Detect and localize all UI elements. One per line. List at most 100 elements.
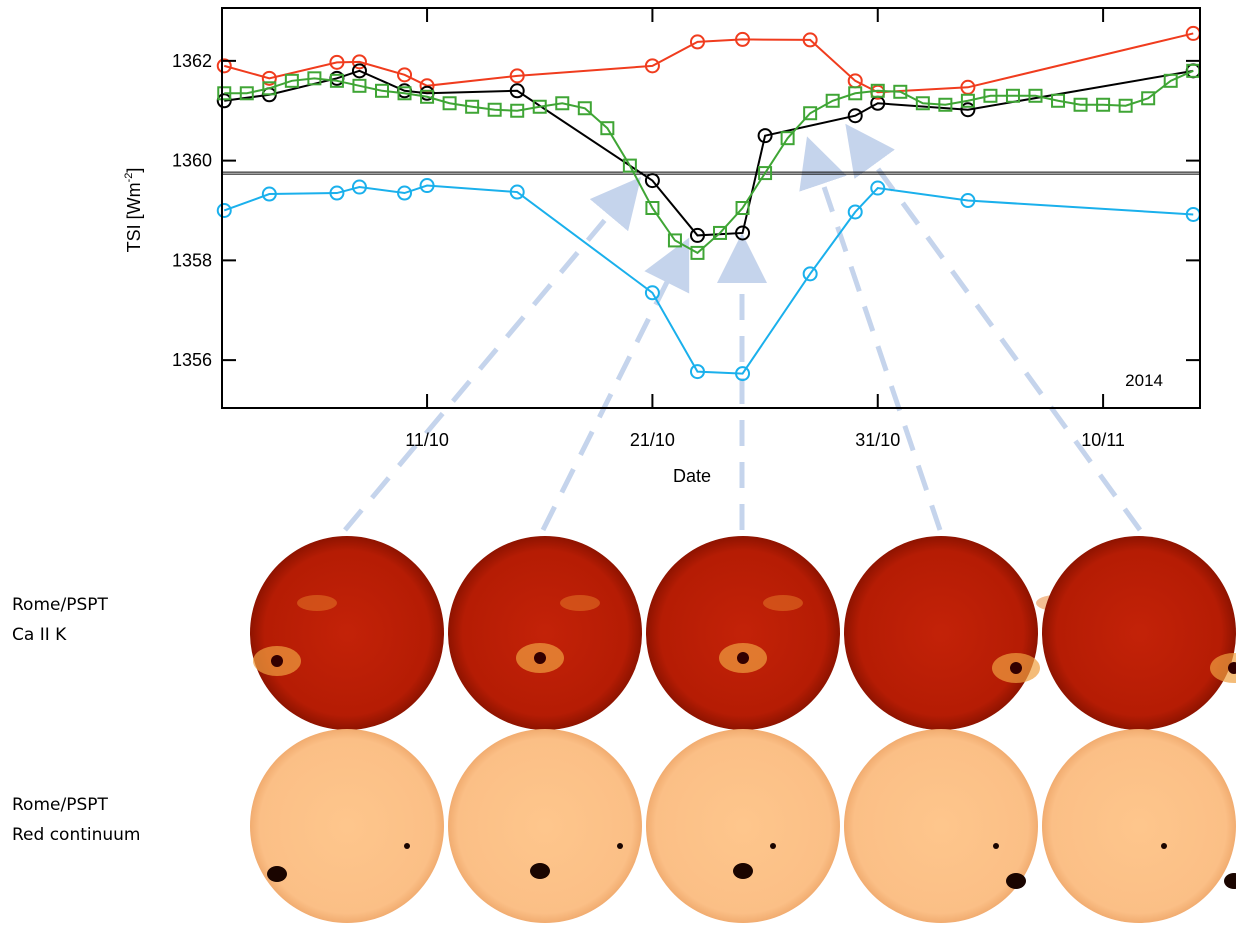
point <box>644 173 660 189</box>
point <box>690 245 705 260</box>
y-tick-label: 1360 <box>172 151 212 171</box>
point <box>960 93 975 108</box>
point <box>216 202 232 218</box>
ca-ii-k-disk <box>250 536 444 730</box>
point <box>757 128 773 144</box>
point <box>983 88 998 103</box>
point <box>419 178 435 194</box>
point <box>351 179 367 195</box>
plage <box>297 595 337 611</box>
plage-core <box>737 652 749 664</box>
y-axis-label: TSI [Wm-2] <box>123 168 144 253</box>
x-axis-label: Date <box>673 466 711 486</box>
point <box>1073 97 1088 112</box>
point <box>803 106 818 121</box>
point <box>735 31 751 47</box>
point <box>217 86 232 101</box>
point <box>758 166 773 181</box>
point <box>780 131 795 146</box>
point <box>622 158 637 173</box>
point <box>216 58 232 74</box>
x-tick-label: 21/10 <box>630 430 675 450</box>
point <box>261 186 277 202</box>
point <box>352 78 367 93</box>
point <box>600 121 615 136</box>
point <box>329 73 344 88</box>
point <box>847 204 863 220</box>
row-label: Red continuum <box>12 825 141 845</box>
arrows <box>343 123 1143 532</box>
point <box>1028 88 1043 103</box>
point <box>735 366 751 382</box>
continuum-disk <box>448 729 642 923</box>
x-tick-label: 10/11 <box>1081 430 1125 450</box>
x-tick-label: 31/10 <box>855 430 900 450</box>
sunspot <box>770 843 776 849</box>
ca-ii-k-disk <box>1042 536 1236 730</box>
point <box>555 96 570 111</box>
point <box>420 89 435 104</box>
point <box>351 63 367 79</box>
point <box>465 99 480 114</box>
series-line <box>223 32 1194 94</box>
sunspot <box>993 843 999 849</box>
continuum-disk <box>250 729 444 923</box>
series-line <box>224 69 1194 255</box>
sunspot <box>617 843 623 849</box>
continuum-disk <box>1042 729 1236 923</box>
point <box>1163 73 1178 88</box>
plage-core <box>534 652 546 664</box>
plage-core <box>1228 662 1236 674</box>
ca-ii-k-disk <box>844 536 1038 730</box>
continuum-disk <box>844 729 1038 923</box>
point <box>1118 98 1133 113</box>
ca-ii-k-disk <box>448 536 642 730</box>
x-tick-label: 11/10 <box>405 430 449 450</box>
point <box>487 102 502 117</box>
point <box>689 364 705 380</box>
point <box>262 81 277 96</box>
point <box>397 185 413 201</box>
point <box>442 96 457 111</box>
point <box>644 285 660 301</box>
y-tick-label: 1362 <box>172 51 212 71</box>
point <box>689 34 705 50</box>
plage-core <box>271 655 283 667</box>
point <box>689 227 705 243</box>
point <box>644 58 660 74</box>
sunspot <box>733 863 753 879</box>
sunspot <box>404 843 410 849</box>
plot-frame <box>221 7 1201 409</box>
plot: 1356 1358 1360 1362 11/10 21/10 31/10 10/11 <box>172 7 1201 450</box>
point <box>667 233 682 248</box>
point <box>802 32 818 48</box>
point <box>960 102 976 118</box>
point <box>938 97 953 112</box>
sun-images <box>250 536 1236 923</box>
point <box>1051 93 1066 108</box>
plage <box>763 595 803 611</box>
point <box>735 201 750 215</box>
continuum-disk <box>646 729 840 923</box>
sunspot <box>1006 873 1026 889</box>
sunspot <box>267 866 287 882</box>
point <box>510 103 525 118</box>
point <box>532 99 547 114</box>
point <box>1005 88 1020 103</box>
point <box>577 101 592 116</box>
row-labels: Rome/PSPT Ca II K Rome/PSPT Red continuu… <box>12 595 141 845</box>
point <box>960 193 976 209</box>
plage <box>560 595 600 611</box>
point <box>1096 97 1111 112</box>
row-label: Rome/PSPT <box>12 595 108 615</box>
plage-core <box>1010 662 1022 674</box>
point <box>870 83 885 98</box>
series-line <box>224 69 1194 237</box>
ca-ii-k-disk <box>646 536 840 730</box>
row-label: Ca II K <box>12 625 67 645</box>
point <box>713 225 728 240</box>
point <box>374 83 389 98</box>
point <box>825 93 840 108</box>
point <box>645 201 660 215</box>
